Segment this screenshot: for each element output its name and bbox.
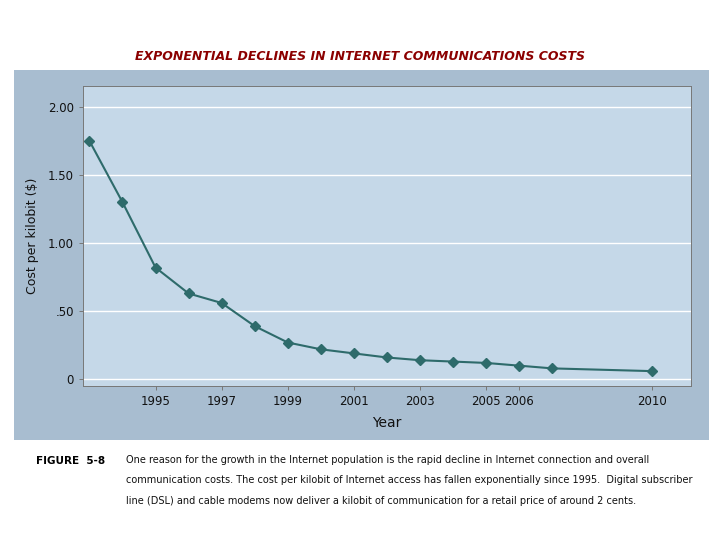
- Text: line (DSL) and cable modems now deliver a kilobit of communication for a retail : line (DSL) and cable modems now deliver …: [126, 496, 636, 506]
- Y-axis label: Cost per kilobit ($): Cost per kilobit ($): [27, 178, 40, 294]
- Text: communication costs. The cost per kilobit of Internet access has fallen exponent: communication costs. The cost per kilobi…: [126, 475, 693, 485]
- Text: FIGURE  5-8: FIGURE 5-8: [36, 456, 105, 467]
- Text: EXPONENTIAL DECLINES IN INTERNET COMMUNICATIONS COSTS: EXPONENTIAL DECLINES IN INTERNET COMMUNI…: [135, 50, 585, 63]
- Text: One reason for the growth in the Internet population is the rapid decline in Int: One reason for the growth in the Interne…: [126, 455, 649, 465]
- X-axis label: Year: Year: [372, 416, 402, 430]
